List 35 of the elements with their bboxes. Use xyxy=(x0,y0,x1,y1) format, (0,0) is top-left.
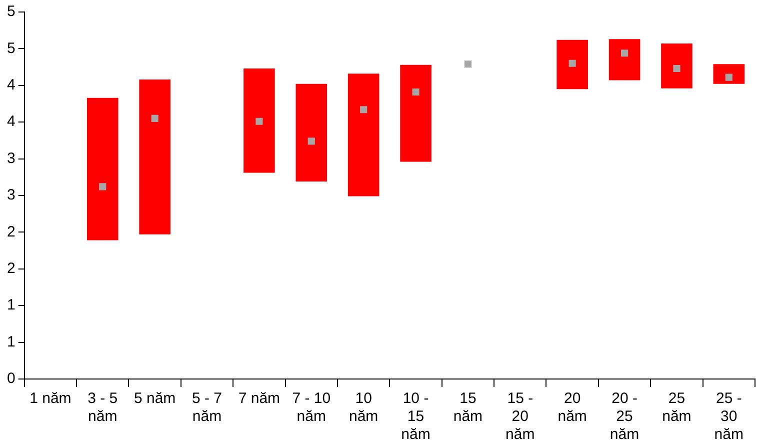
x-tick-label: 10 - 15 năm xyxy=(401,390,430,444)
bar xyxy=(244,68,275,173)
y-tick-label: 1 xyxy=(7,333,16,350)
bar xyxy=(86,98,118,240)
x-tick-label: 20 - 25 năm xyxy=(610,390,640,444)
x-tick-label: 15 - 20 năm xyxy=(506,390,535,444)
bar xyxy=(296,84,328,182)
y-tick-label: 3 xyxy=(7,150,16,167)
x-tick-label: 7 năm xyxy=(238,390,280,408)
bar xyxy=(713,64,745,84)
x-tick-label: 5 - 7 năm xyxy=(192,390,222,426)
y-tick-label: 3 xyxy=(7,186,16,204)
x-tick-label: 25 - 30 năm xyxy=(714,390,744,444)
y-tick-label: 2 xyxy=(7,223,16,240)
bar xyxy=(348,74,380,196)
x-tick-label: 1 năm xyxy=(30,390,72,408)
y-tick-label: 4 xyxy=(7,113,16,130)
y-tick-label: 1 xyxy=(7,296,16,314)
x-tick-label: 25 năm xyxy=(662,390,692,426)
y-tick-label: 5 xyxy=(7,40,16,57)
y-tick-label: 0 xyxy=(7,370,16,388)
bar xyxy=(556,40,588,90)
y-tick-label: 5 xyxy=(7,3,16,20)
y-tick-label: 4 xyxy=(7,76,16,94)
bar xyxy=(661,44,692,88)
x-tick-label: 15 năm xyxy=(453,390,483,426)
x-tick-label: 10 năm xyxy=(348,390,378,426)
y-tick-label: 2 xyxy=(7,260,16,278)
bar xyxy=(400,64,432,162)
x-tick-label: 7 - 10 năm xyxy=(292,390,331,426)
bar xyxy=(608,39,640,80)
bar xyxy=(139,80,170,234)
x-tick-label: 20 năm xyxy=(558,390,587,426)
x-tick-label: 5 năm xyxy=(134,390,176,408)
x-tick-label: 3 - 5 năm xyxy=(88,390,118,426)
